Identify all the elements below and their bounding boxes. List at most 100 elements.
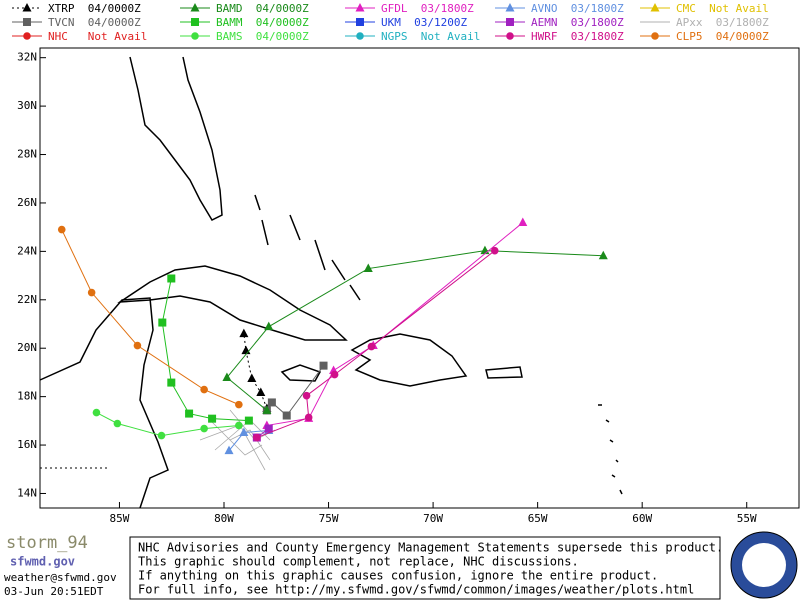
disclaimer-line: If anything on this graphic causes confu… (138, 569, 658, 583)
marker (490, 246, 499, 255)
cuba (117, 265, 348, 341)
legend-label: TVCN 04/0000Z (48, 16, 141, 29)
marker (367, 342, 376, 351)
plot-frame (39, 47, 800, 509)
central-america (39, 297, 169, 509)
marker (518, 217, 528, 227)
legend-marker (190, 3, 200, 12)
y-tick-label: 16N (17, 438, 37, 451)
marker (167, 378, 176, 387)
x-tick-label: 70W (423, 512, 443, 525)
marker (133, 341, 142, 350)
marker (256, 387, 266, 397)
legend-label: BAMD 04/0000Z (216, 2, 309, 15)
marker (304, 413, 313, 422)
legend-label: NGPS Not Avail (381, 30, 480, 43)
y-tick-label: 28N (17, 148, 37, 161)
legend-label: AVNO 03/1800Z (531, 2, 624, 15)
jamaica (280, 364, 322, 382)
track (161, 278, 249, 422)
legend-label: BAMM 04/0000Z (216, 16, 309, 29)
marker (57, 225, 66, 234)
legend-marker (505, 3, 515, 12)
y-tick-label: 26N (17, 196, 37, 209)
legend-marker (356, 18, 364, 26)
marker (158, 318, 167, 327)
disclaimer-line: NHC Advisories and County Emergency Mana… (138, 541, 723, 555)
marker (222, 372, 232, 382)
storm-name: storm_94 (6, 533, 88, 553)
legend-marker (506, 18, 514, 26)
bahamas (254, 194, 361, 301)
marker (363, 263, 373, 273)
marker (239, 328, 249, 338)
marker (235, 400, 243, 409)
legend-marker (191, 18, 199, 26)
legend-label: XTRP 04/0000Z (48, 2, 141, 15)
hispaniola (350, 333, 468, 387)
lesser-antilles (598, 404, 623, 495)
marker (113, 419, 122, 428)
legend-label: APxx 03/1800Z (676, 16, 769, 29)
marker (200, 424, 208, 433)
legend-label: CMC Not Avail (676, 2, 769, 15)
marker (247, 373, 257, 382)
marker (282, 411, 291, 420)
marker (208, 414, 217, 423)
legend-marker (355, 3, 365, 12)
legend-label: UKM 03/1200Z (381, 16, 467, 29)
marker (224, 445, 234, 455)
legend-label: BAMS 04/0000Z (216, 30, 309, 43)
legend-marker (23, 32, 31, 40)
marker (319, 361, 328, 370)
legend-marker (356, 32, 364, 40)
disclaimer-line: For full info, see http://my.sfwmd.gov/s… (138, 583, 694, 597)
disclaimer-box (129, 536, 721, 600)
site-logo: sfwmd.gov (10, 555, 75, 569)
legend-marker (651, 32, 659, 40)
legend-label: NHC Not Avail (48, 30, 147, 43)
email: weather@sfwmd.gov (4, 571, 117, 584)
legend-marker (22, 3, 32, 12)
marker (185, 409, 194, 418)
y-tick-label: 30N (17, 99, 37, 112)
x-tick-label: 80W (214, 512, 234, 525)
marker (330, 370, 339, 379)
marker (262, 405, 272, 414)
y-tick-label: 32N (17, 51, 37, 64)
marker (200, 385, 208, 394)
marker (239, 427, 249, 436)
x-tick-label: 85W (110, 512, 130, 525)
legend-label: AEMN 03/1800Z (531, 16, 624, 29)
legend-marker (506, 32, 514, 40)
legend-label: CLP5 04/0000Z (676, 30, 769, 43)
marker (264, 321, 274, 331)
marker (244, 416, 253, 425)
marker (87, 288, 96, 297)
marker (598, 250, 608, 260)
disclaimer-line: This graphic should complement, not repl… (138, 555, 579, 569)
track (243, 333, 268, 409)
track (226, 250, 604, 411)
x-tick-label: 55W (737, 512, 757, 525)
legend-marker (650, 3, 660, 12)
seal-inner (742, 543, 786, 587)
x-tick-label: 60W (632, 512, 652, 525)
track (256, 250, 496, 439)
florida (129, 56, 223, 221)
puerto-rico (485, 366, 523, 379)
footer: storm_94 sfwmd.gov weather@sfwmd.gov 03-… (4, 531, 798, 600)
y-tick-label: 18N (17, 390, 37, 403)
marker (302, 391, 311, 400)
y-tick-label: 22N (17, 293, 37, 306)
x-tick-label: 65W (528, 512, 548, 525)
y-tick-label: 24N (17, 244, 37, 257)
marker (253, 433, 261, 442)
legend-label: HWRF 03/1800Z (531, 30, 624, 43)
y-tick-label: 14N (17, 486, 37, 499)
legend-label: GFDL 03/1800Z (381, 2, 474, 15)
legend-marker (23, 18, 31, 26)
y-tick-label: 20N (17, 341, 37, 354)
marker (264, 424, 273, 433)
